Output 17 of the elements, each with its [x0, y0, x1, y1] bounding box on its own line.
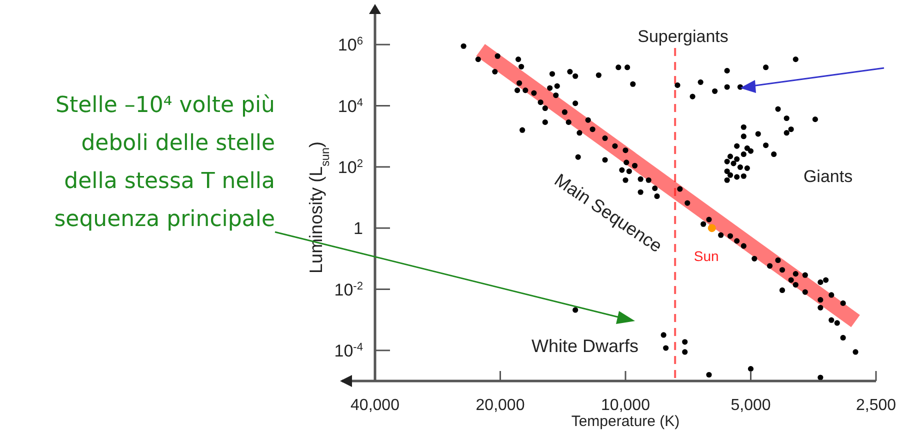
y-tick-label: 10$^{2}$	[338, 158, 363, 177]
x-tick-label: 20,000	[476, 397, 525, 414]
y-tick-label: 10$^{4}$	[338, 96, 363, 116]
x-tick-label: 40,000	[350, 397, 400, 414]
x-tick-label: 10,000	[601, 397, 650, 414]
annotation: Supergiants	[638, 27, 728, 46]
x-tick-label: 2,500	[856, 397, 896, 414]
text: Stelle –10⁴ volte più deboli delle stelle della stessa T nella sequenza principale	[54, 93, 275, 232]
x-tick-label: 5,000	[730, 397, 771, 414]
y-tick-label: 1	[354, 219, 363, 238]
annotation: Giants	[803, 167, 853, 186]
y-tick-label: 10$^{-4}$	[334, 341, 363, 360]
annotation: White Dwarfs	[531, 336, 639, 356]
annotation: Sun	[694, 248, 719, 264]
y-tick-label: 10$^{6}$	[338, 36, 363, 55]
x-axis-title: Temperature (K)	[571, 413, 680, 430]
y-tick-label: 10$^{-2}$	[334, 280, 363, 300]
